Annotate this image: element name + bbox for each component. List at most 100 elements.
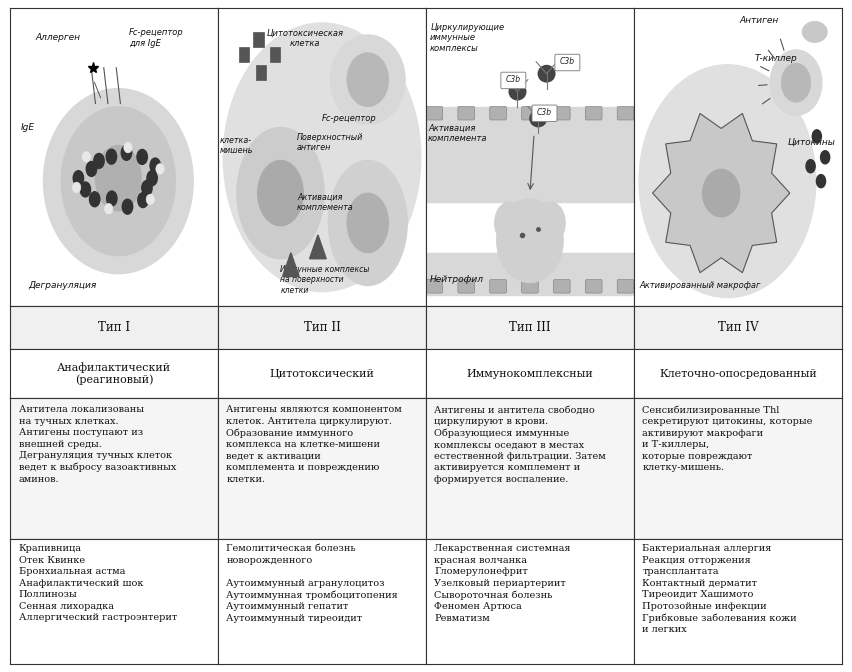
Circle shape	[106, 191, 117, 206]
Circle shape	[121, 145, 132, 161]
FancyBboxPatch shape	[256, 65, 266, 80]
FancyBboxPatch shape	[585, 107, 602, 120]
Ellipse shape	[223, 23, 421, 292]
Text: Сенсибилизированные Thl
секретируют цитокины, которые
активируют макрофаги
и Т-к: Сенсибилизированные Thl секретируют цито…	[642, 405, 813, 472]
FancyBboxPatch shape	[458, 107, 475, 120]
Text: Активированный макрофаг: Активированный макрофаг	[640, 281, 761, 290]
Ellipse shape	[156, 164, 164, 174]
Text: Активация
комплемента: Активация комплемента	[428, 124, 487, 143]
Text: Поверхностный
антиген: Поверхностный антиген	[297, 132, 364, 152]
Ellipse shape	[237, 128, 324, 259]
Circle shape	[812, 130, 821, 143]
Circle shape	[123, 199, 133, 214]
Bar	[426, 107, 634, 202]
Ellipse shape	[43, 89, 193, 274]
Ellipse shape	[639, 65, 816, 298]
Ellipse shape	[328, 160, 407, 286]
Text: Иммунокомплексныи: Иммунокомплексныи	[467, 369, 593, 379]
FancyBboxPatch shape	[585, 280, 602, 293]
Ellipse shape	[105, 204, 112, 214]
Circle shape	[150, 158, 160, 173]
Ellipse shape	[147, 194, 154, 205]
Polygon shape	[283, 253, 299, 277]
Text: C3b: C3b	[560, 57, 575, 67]
Text: C3b: C3b	[537, 108, 552, 117]
FancyBboxPatch shape	[490, 107, 506, 120]
Text: IgE: IgE	[20, 123, 35, 132]
Text: Иммунные комплексы
на поверхности
клетки: Иммунные комплексы на поверхности клетки	[280, 265, 370, 294]
Text: Антиген: Антиген	[739, 15, 778, 24]
Text: Нейтрофил: Нейтрофил	[430, 275, 484, 284]
FancyBboxPatch shape	[426, 107, 443, 120]
Text: Тип I: Тип I	[98, 321, 130, 334]
Ellipse shape	[257, 160, 303, 226]
FancyBboxPatch shape	[521, 280, 538, 293]
Text: Тип II: Тип II	[303, 321, 341, 334]
Circle shape	[806, 160, 815, 173]
FancyBboxPatch shape	[490, 280, 506, 293]
Text: Тип III: Тип III	[509, 321, 550, 334]
Polygon shape	[309, 235, 326, 259]
FancyBboxPatch shape	[426, 280, 443, 293]
Circle shape	[147, 171, 158, 185]
Ellipse shape	[124, 142, 132, 153]
FancyBboxPatch shape	[617, 107, 634, 120]
Text: Fc-рецептор
для IgE: Fc-рецептор для IgE	[129, 28, 183, 48]
Text: Анафилактический
(реагиновый): Анафилактический (реагиновый)	[57, 362, 171, 385]
Text: Лекарственная системная
красная волчанка
Гломерулонефрит
Узелковый периартериит
: Лекарственная системная красная волчанка…	[435, 544, 571, 623]
Ellipse shape	[770, 50, 822, 116]
Text: Тип IV: Тип IV	[717, 321, 758, 334]
Text: Цитокины: Цитокины	[788, 138, 836, 147]
Ellipse shape	[495, 202, 524, 244]
Text: Т-киллер: Т-киллер	[755, 54, 797, 63]
FancyBboxPatch shape	[270, 47, 280, 62]
Text: Активация
комплемента: Активация комплемента	[297, 192, 354, 212]
FancyBboxPatch shape	[617, 280, 634, 293]
Ellipse shape	[61, 107, 176, 256]
Ellipse shape	[538, 65, 555, 82]
Polygon shape	[653, 114, 790, 273]
Circle shape	[86, 161, 96, 177]
FancyBboxPatch shape	[521, 107, 538, 120]
Ellipse shape	[331, 35, 406, 124]
FancyBboxPatch shape	[554, 280, 570, 293]
Text: Крапивница
Отек Квинке
Бронхиальная астма
Анафилактический шок
Поллинозы
Сенная : Крапивница Отек Квинке Бронхиальная астм…	[19, 544, 176, 622]
Circle shape	[80, 182, 90, 197]
Text: Антитела локализованы
на тучных клетках.
Антигены поступают из
внешней среды.
Де: Антитела локализованы на тучных клетках.…	[19, 405, 176, 484]
Text: Цитотоксический: Цитотоксический	[269, 369, 375, 379]
Text: клетка-
мишень: клетка- мишень	[220, 136, 254, 155]
Circle shape	[106, 149, 117, 164]
Text: Аллерген: Аллерген	[35, 34, 80, 42]
FancyBboxPatch shape	[532, 105, 557, 122]
Circle shape	[94, 153, 104, 169]
Circle shape	[137, 149, 147, 165]
Text: C3b: C3b	[506, 75, 521, 84]
Circle shape	[816, 175, 826, 187]
Ellipse shape	[497, 199, 563, 283]
FancyBboxPatch shape	[501, 72, 526, 89]
Text: Антигены и антитела свободно
циркулируют в крови.
Образующиеся иммунные
комплекс: Антигены и антитела свободно циркулируют…	[435, 405, 606, 484]
Text: Антигены являются компонентом
клеток. Антитела циркулируют.
Образование иммунног: Антигены являются компонентом клеток. Ан…	[227, 405, 402, 484]
Circle shape	[820, 151, 830, 164]
Ellipse shape	[536, 202, 565, 244]
Ellipse shape	[72, 182, 81, 193]
Ellipse shape	[530, 110, 547, 127]
Circle shape	[138, 193, 148, 208]
FancyBboxPatch shape	[554, 107, 570, 120]
FancyBboxPatch shape	[555, 54, 580, 71]
FancyBboxPatch shape	[253, 32, 264, 47]
Ellipse shape	[95, 145, 141, 211]
Text: Дегрануляция: Дегрануляция	[28, 281, 96, 290]
FancyBboxPatch shape	[458, 280, 475, 293]
Circle shape	[89, 192, 100, 207]
Ellipse shape	[703, 169, 740, 217]
Circle shape	[141, 181, 153, 196]
Ellipse shape	[781, 63, 810, 102]
Text: Циркулирующие
иммунные
комплексы: Циркулирующие иммунные комплексы	[430, 23, 504, 53]
Ellipse shape	[803, 22, 827, 42]
Text: Fc-рецептор: Fc-рецептор	[322, 114, 377, 123]
Text: Цитотоксическая
клетка: Цитотоксическая клетка	[267, 29, 344, 48]
Ellipse shape	[82, 152, 90, 162]
FancyBboxPatch shape	[239, 47, 250, 62]
Ellipse shape	[509, 83, 526, 100]
